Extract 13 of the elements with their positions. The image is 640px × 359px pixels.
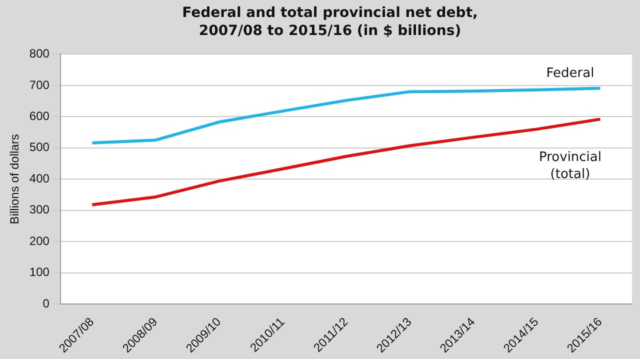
- y-tick-label: 100: [29, 265, 50, 280]
- y-tick-label: 500: [29, 140, 50, 154]
- y-tick-label: 700: [29, 78, 50, 92]
- y-tick-label: 600: [29, 109, 50, 123]
- y-tick-label: 300: [29, 202, 50, 217]
- series-label: Provincial (total): [538, 150, 602, 182]
- y-tick-label: 200: [29, 234, 50, 248]
- y-tick-label: 800: [29, 46, 50, 61]
- series-label: Federal: [546, 66, 594, 82]
- y-tick-label: 0: [42, 296, 50, 310]
- chart-title: Federal and total provincial net debt, 2007/08 to 2015/16 (in $ billions): [181, 4, 479, 40]
- y-tick-label: 400: [29, 171, 50, 186]
- y-axis-title: Billions of dollars: [8, 134, 22, 224]
